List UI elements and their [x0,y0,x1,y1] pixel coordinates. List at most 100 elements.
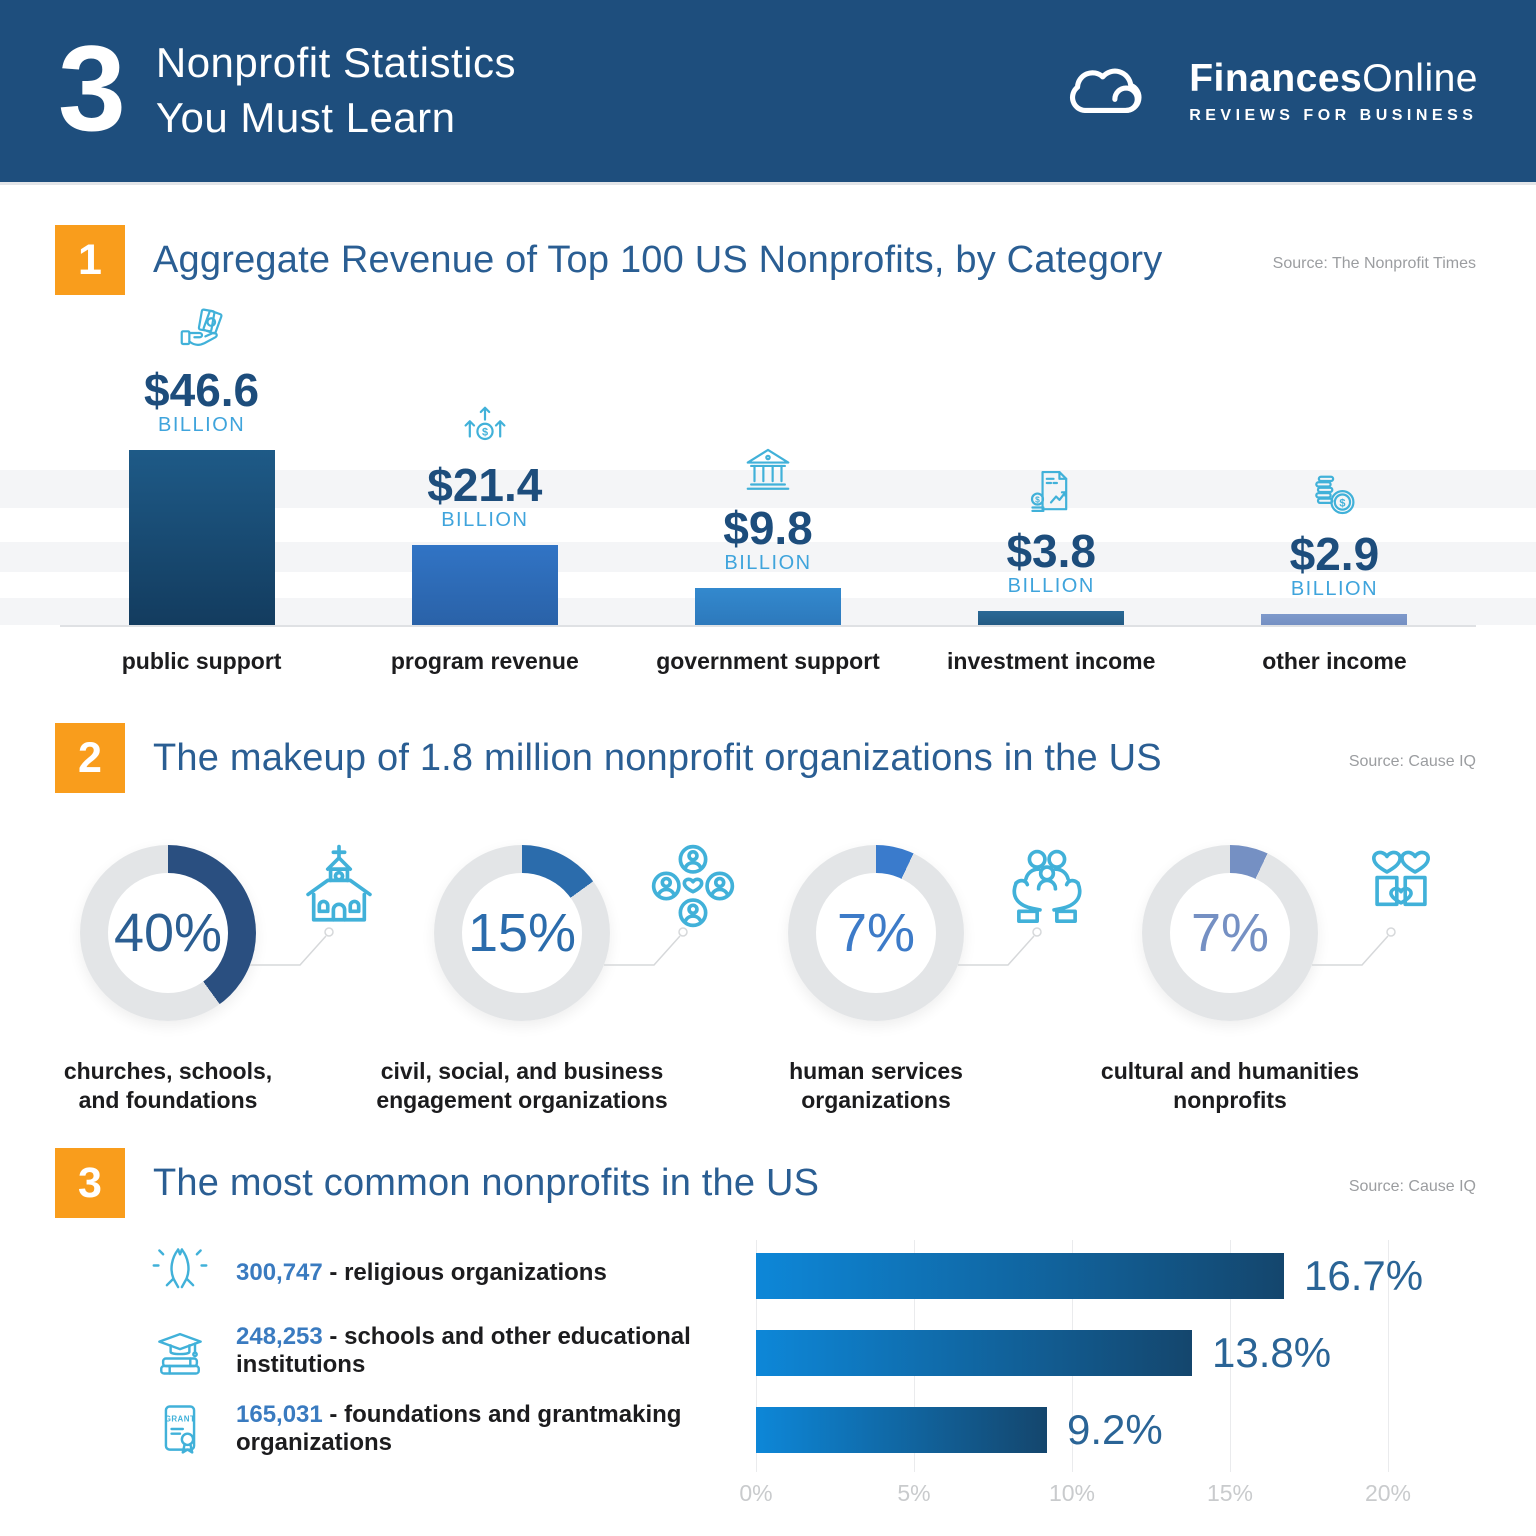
grant-certificate-icon: GRANT [150,1399,210,1459]
connector-line [60,845,414,1045]
bar-value-label: $21.4 [427,458,543,511]
donut-percentage: 15% [467,903,577,963]
brand-text: FinancesOnline REVIEWS FOR BUSINESS [1189,57,1478,125]
church-icon [294,841,384,931]
hbar [756,1407,1047,1453]
x-axis-tick: 10% [1048,1480,1096,1506]
hbar-row-1: 13.8% [756,1329,1332,1376]
section3-title: The most common nonprofits in the US [153,1161,820,1204]
svg-text:$: $ [482,426,488,438]
donut-percentage: 40% [113,903,223,963]
donut-label-line: cultural and humanities [1100,1058,1360,1084]
hbar-row-2: 9.2% [756,1406,1163,1453]
bar-category-label: investment income [947,648,1156,674]
bar-unit-label: BILLION [724,552,812,574]
growth-arrows-icon: $ [458,401,512,455]
bar [1261,614,1408,625]
donut-label-line: churches, schools, [63,1058,273,1084]
bar-category-label: public support [121,648,282,674]
section1-number-badge: 1 [55,225,125,295]
donut-label: cultural and humanities nonprofits [1080,1057,1380,1115]
section1-header: 1 Aggregate Revenue of Top 100 US Nonpro… [55,225,1476,295]
education-books-icon [150,1321,210,1381]
cash-in-hand-icon [175,306,229,360]
bar [978,611,1125,625]
donut-ring [434,845,610,1021]
bar-unit-label: BILLION [1007,575,1095,597]
donut-label-line: and foundations [78,1086,258,1113]
bar-category-label: government support [656,648,880,674]
family-care-icon [1002,841,1092,931]
connector-line [414,845,768,1045]
bar-category-label: other income [1262,648,1407,674]
donut-label-line: nonprofits [1173,1086,1287,1113]
donut-label-line: civil, social, and business [380,1058,664,1084]
donut-percentage: 7% [836,903,916,963]
donut-label-line: human services [789,1058,963,1084]
revenue-bar-chart-labels: public support program revenue government … [60,648,1476,675]
giving-hearts-icon [1356,841,1446,931]
section1-title: Aggregate Revenue of Top 100 US Nonprofi… [153,238,1163,281]
donut-label-line: engagement organizations [376,1086,668,1113]
community-people-icon [648,841,738,931]
bar [695,588,841,625]
donut-group-2: 7% human services organizations [768,845,1122,1135]
section2-number-badge: 2 [55,723,125,793]
bar [411,545,558,625]
revenue-bar-chart: $46.6 BILLION $ $21.4 BILLION $9.8 BILLION $ $3.… [0,308,1536,690]
bar-column-3: $ $3.8 BILLION [910,467,1193,625]
hbar-value-label: 13.8% [1212,1329,1332,1376]
svg-text:$: $ [1340,497,1346,509]
section2-source: Source: Cause IQ [1348,753,1476,770]
donut-ring [80,845,256,1021]
bank-building-icon [741,444,795,498]
list-item-text: 248,253 - schools and other educational … [236,1323,750,1379]
section1-source: Source: The Nonprofit Times [1272,255,1476,272]
svg-text:GRANT: GRANT [165,1415,196,1424]
bar-unit-label: BILLION [441,509,529,531]
donut-ring [1142,845,1318,1021]
bar-column-0: $46.6 BILLION [60,306,343,625]
list-item-count: 300,747 [236,1259,323,1286]
brand-name-light: Online [1362,57,1478,100]
hbar [756,1330,1192,1376]
common-nonprofits-bar-chart: 16.7% 13.8% 9.2% [756,1240,1486,1472]
donut-group-1: 15% civil, social, and business engagement… [376,844,768,1135]
bar-value-label: $9.8 [723,501,813,554]
section2-header: 2 The makeup of 1.8 million nonprofit or… [55,723,1476,793]
hbar-row-0: 16.7% [756,1252,1424,1299]
x-axis-tick: 5% [897,1480,931,1506]
list-item-count: 165,031 [236,1401,323,1428]
connector-line [768,845,1122,1045]
hbar-value-label: 16.7% [1304,1252,1424,1299]
bar-category-label: program revenue [390,648,579,674]
gridline [1230,1240,1231,1472]
list-item-count: 248,253 [236,1323,323,1350]
donut-label: civil, social, and business engagement or… [372,1057,672,1115]
x-axis-tick: 15% [1206,1480,1254,1506]
connector-line [1122,845,1476,1045]
investment-report-icon: $ [1024,467,1078,521]
x-axis-tick: 0% [739,1480,773,1506]
gridline [1388,1240,1389,1472]
svg-text:$: $ [1035,494,1040,504]
hbar [756,1253,1284,1299]
header-banner: 3 Nonprofit Statistics You Must Learn Fi… [0,0,1536,185]
hbar-value-label: 9.2% [1067,1406,1163,1453]
common-nonprofits-list: 300,747 - religious organizations 248,253… [150,1242,750,1476]
header-big-number: 3 [58,20,126,156]
donut-label: human services organizations [726,1057,1026,1115]
brand-name: FinancesOnline [1189,57,1478,101]
brand-name-bold: Finances [1189,57,1363,100]
bar-value-label: $2.9 [1289,527,1380,580]
donut-group-0: 40% churches, schools, and foundations [60,844,414,1135]
section3-header: 3 The most common nonprofits in the US S… [55,1148,1476,1218]
donut-label: churches, schools, and foundations [18,1057,318,1115]
bar [128,450,275,625]
page-title-line1: Nonprofit Statistics [155,39,516,87]
makeup-donut-charts: 40% churches, schools, and foundations 15% c… [60,844,1476,1135]
page-title: Nonprofit Statistics You Must Learn [156,36,516,145]
list-item-label: - foundations and grantmaking organizati… [236,1401,682,1456]
brand-logo: FinancesOnline REVIEWS FOR BUSINESS [1057,51,1478,132]
list-item-label: - schools and other educational institut… [236,1323,691,1378]
